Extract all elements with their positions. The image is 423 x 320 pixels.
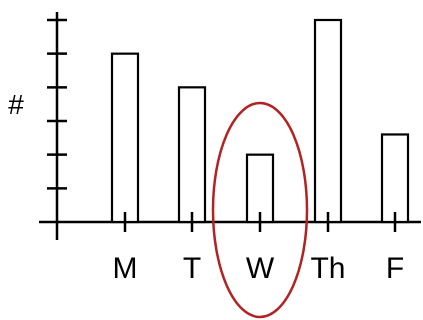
axes <box>39 12 421 240</box>
bar-th <box>313 18 343 224</box>
x-tick-label-w: W <box>246 252 275 285</box>
bar-m <box>110 52 140 224</box>
x-tick-label-th: Th <box>310 252 345 285</box>
x-tick-labels: M T W Th F <box>113 252 405 285</box>
x-tick-label-f: F <box>386 252 404 285</box>
bars <box>110 18 410 224</box>
bar-t <box>177 86 207 224</box>
x-ticks <box>123 212 397 232</box>
x-tick-label-m: M <box>113 252 138 285</box>
y-ticks <box>47 18 67 190</box>
x-tick-label-t: T <box>183 252 201 285</box>
bar-f <box>380 133 410 224</box>
highlight-ellipse <box>211 101 309 319</box>
bar-w <box>245 153 275 224</box>
y-axis-label: # <box>8 89 24 120</box>
